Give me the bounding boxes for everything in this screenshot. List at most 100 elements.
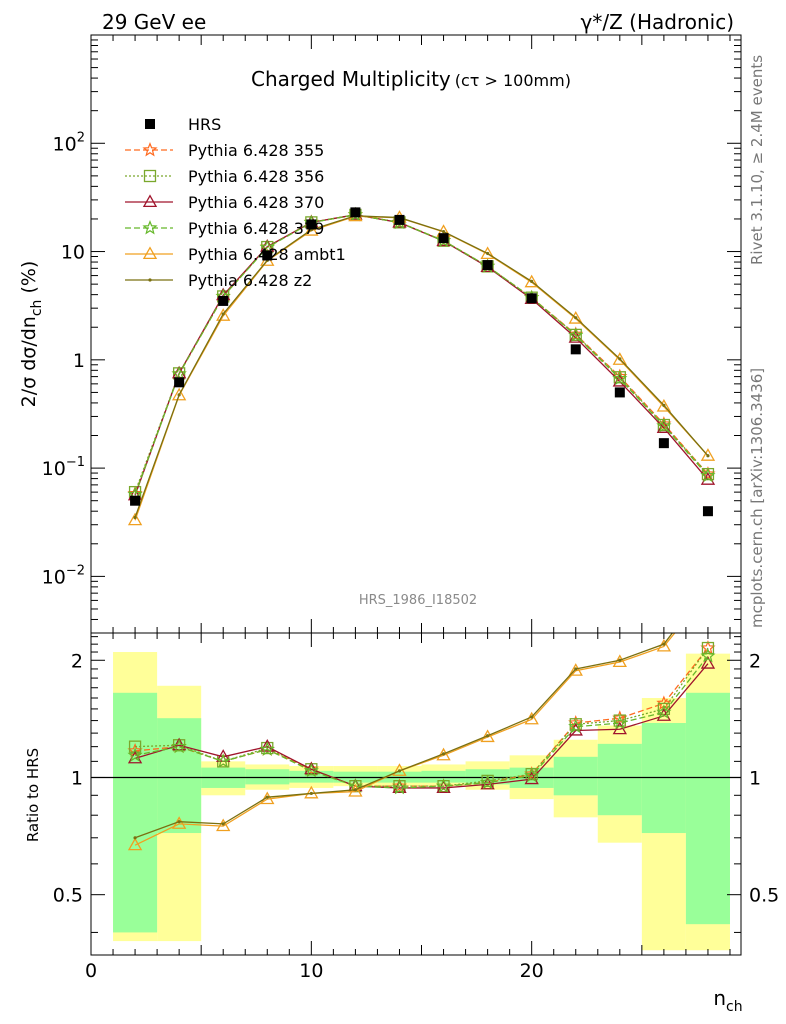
data-point — [127, 747, 143, 762]
data-point — [392, 780, 407, 793]
chart-title-text: Charged Multiplicity — [251, 67, 451, 91]
legend-item: Pythia 6.428 z2 — [125, 271, 312, 290]
data-point — [435, 778, 452, 793]
legend-marker — [148, 278, 152, 282]
process-label: γ*/Z (Hadronic) — [581, 10, 734, 34]
legend-label: Pythia 6.428 379 — [188, 219, 324, 238]
legend-marker — [142, 142, 158, 157]
data-point — [171, 387, 187, 401]
data-point — [700, 640, 716, 655]
data-point — [133, 836, 137, 840]
ratio-y-tick-label-right: 0.5 — [749, 885, 779, 907]
data-point — [612, 715, 628, 730]
data-point — [656, 418, 672, 433]
series-line-6 — [134, 215, 709, 518]
data-point — [397, 769, 402, 773]
data-point — [524, 767, 540, 783]
y-tick-label: 102 — [53, 130, 85, 155]
band-inner — [597, 743, 642, 816]
data-point — [570, 344, 581, 355]
x-tick-label: 0 — [85, 960, 97, 982]
data-point — [524, 766, 540, 781]
data-point — [480, 774, 496, 790]
data-point — [259, 239, 275, 254]
data-point — [662, 642, 666, 646]
data-point — [656, 398, 672, 412]
ratio-panel: 0.5 0.51 12 20 10 20 Ratio to HRS nch — [24, 585, 779, 1015]
series-line-5 — [134, 633, 674, 839]
data-point — [574, 667, 578, 671]
data-point — [216, 308, 231, 321]
data-point — [260, 739, 275, 752]
mcplots-label: mcplots.cern.ch [arXiv:1306.3436] — [748, 368, 766, 628]
data-point — [221, 312, 225, 316]
y-tick-label: 10−1 — [42, 455, 85, 480]
data-point — [259, 741, 275, 756]
data-point — [480, 246, 495, 260]
series-line-1 — [135, 647, 709, 787]
data-point — [130, 495, 141, 506]
series-line-4 — [134, 633, 676, 846]
band-inner — [157, 718, 202, 834]
data-point — [262, 250, 273, 261]
legend-marker — [142, 246, 158, 260]
band-inner — [289, 770, 334, 783]
data-point — [304, 222, 319, 236]
data-point — [568, 718, 584, 734]
data-point — [568, 663, 583, 676]
data-point — [530, 279, 534, 284]
uncertainty-bands — [113, 652, 730, 951]
data-point — [133, 515, 137, 520]
data-point — [618, 357, 622, 361]
data-point — [177, 393, 181, 397]
series-line-0 — [135, 647, 709, 787]
data-point — [127, 742, 143, 758]
data-point — [174, 377, 185, 388]
data-point — [662, 403, 666, 407]
data-point — [526, 293, 537, 304]
legend-marker — [142, 194, 158, 208]
rivet-label: Rivet 3.1.10, ≥ 2.4M events — [748, 55, 766, 265]
data-point — [127, 512, 143, 526]
x-tick-label: 20 — [520, 960, 544, 982]
data-point — [303, 762, 319, 778]
series-line-3 — [134, 214, 709, 496]
x-tick-label: 10 — [299, 960, 323, 982]
legend-item: Pythia 6.428 355 — [125, 141, 324, 160]
band-inner — [553, 756, 598, 796]
ratio-y-tick-label: 0.5 — [53, 885, 83, 907]
data-point — [482, 260, 493, 271]
data-point — [700, 467, 716, 483]
x-axis-label: nch — [713, 986, 742, 1015]
data-point — [265, 795, 269, 799]
chart-title-note: (cτ > 100mm) — [455, 71, 571, 90]
legend-label: Pythia 6.428 356 — [188, 167, 324, 186]
y-axis-label: 2/σ dσ/dnch (%) — [18, 261, 45, 408]
legend-label: Pythia 6.428 z2 — [188, 271, 312, 290]
data-point — [171, 366, 187, 381]
data-point — [530, 715, 534, 719]
data-point — [614, 387, 625, 398]
data-point — [524, 274, 539, 288]
ratio-y-tick-label-right: 2 — [749, 650, 761, 672]
band-inner — [421, 770, 466, 783]
legend-item: HRS — [145, 115, 221, 134]
data-point — [441, 229, 446, 234]
legend-marker — [143, 169, 157, 183]
y-tick-label: 10 — [61, 242, 85, 264]
series-line-2 — [134, 663, 709, 789]
ratio-y-tick-label-right: 1 — [749, 767, 761, 789]
data-point — [394, 214, 405, 225]
data-point — [706, 585, 709, 588]
y-tick-label: 10−2 — [42, 563, 85, 588]
band-inner — [113, 692, 158, 933]
data-point — [706, 454, 710, 458]
ratio-frame — [90, 632, 742, 956]
ratio-y-tick-label: 2 — [71, 650, 83, 672]
legend: HRS Pythia 6.428 355 Pythia 6.428 356 Pythi… — [125, 115, 346, 290]
data-point — [701, 641, 715, 655]
ratio-y-tick-label: 1 — [71, 767, 83, 789]
energy-label: 29 GeV ee — [102, 10, 206, 34]
data-point — [700, 648, 716, 663]
